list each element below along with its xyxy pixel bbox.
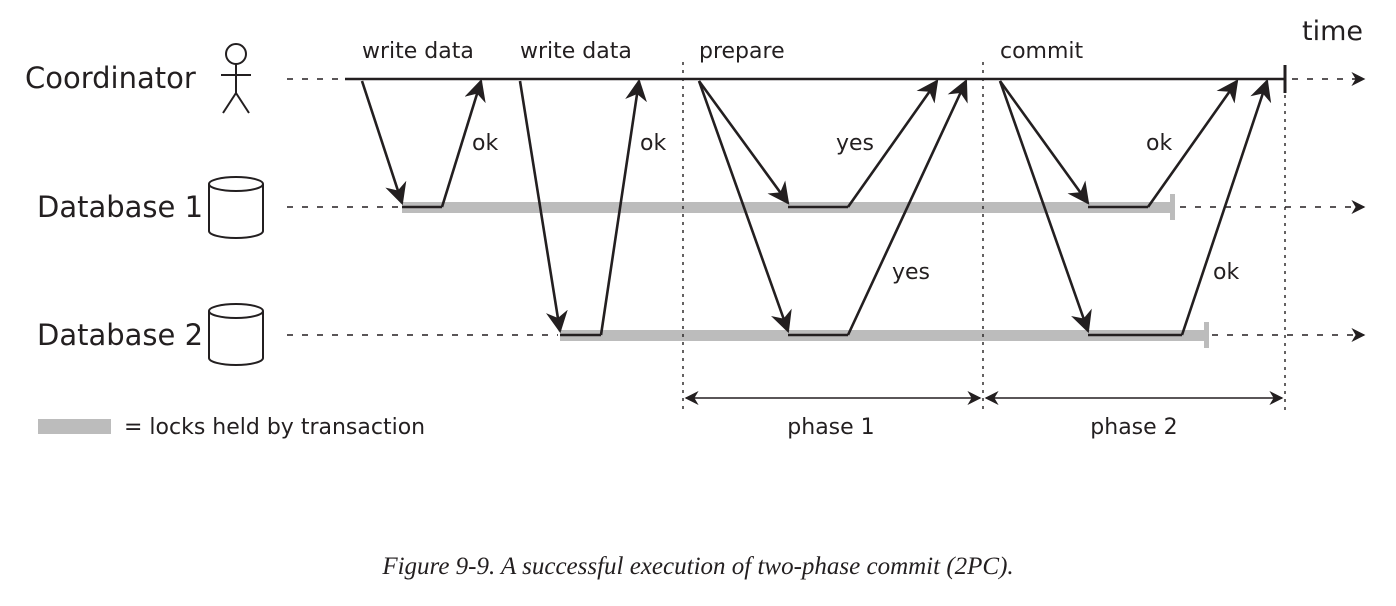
database2-label: Database 2 bbox=[37, 318, 203, 352]
phase2-label: phase 2 bbox=[1090, 415, 1177, 440]
write2-ok-label: ok bbox=[640, 131, 666, 156]
prepare-db1-yes-arrow bbox=[846, 79, 939, 208]
coordinator-label: Coordinator bbox=[25, 61, 196, 95]
database2-icon bbox=[208, 303, 264, 366]
time-axis-label: time bbox=[1302, 16, 1363, 47]
commit-db1-ok-arrow bbox=[1146, 79, 1239, 208]
person-icon bbox=[221, 43, 251, 114]
write2-ok-arrow bbox=[599, 78, 647, 336]
db1-lock-end bbox=[1170, 194, 1175, 220]
commit-db2-arrow bbox=[998, 80, 1092, 334]
commit-db2-ok-arrow bbox=[1180, 78, 1272, 336]
legend-lock-swatch bbox=[38, 419, 111, 434]
db2-lock-bar bbox=[560, 330, 1208, 341]
write1-request-arrow bbox=[360, 80, 407, 206]
prepare-db2-yes-label: yes bbox=[892, 260, 930, 285]
legend-text: = locks held by transaction bbox=[124, 415, 425, 440]
db2-lock-end bbox=[1204, 322, 1209, 348]
commit-label: commit bbox=[1000, 39, 1084, 64]
commit-db2-ok-label: ok bbox=[1213, 260, 1239, 285]
commit-db1-arrow bbox=[998, 80, 1090, 205]
prepare-db1-arrow bbox=[697, 80, 790, 205]
write-data-2-label: write data bbox=[520, 39, 632, 64]
prepare-db1-yes-label: yes bbox=[836, 131, 874, 156]
phase1-label: phase 1 bbox=[787, 415, 874, 440]
write1-ok-label: ok bbox=[472, 131, 498, 156]
write-data-1-label: write data bbox=[362, 39, 474, 64]
database1-icon bbox=[208, 176, 264, 239]
prepare-db2-arrow bbox=[697, 80, 792, 334]
write1-ok-arrow bbox=[440, 78, 486, 208]
write2-request-arrow bbox=[518, 80, 568, 334]
prepare-db2-yes-arrow bbox=[846, 79, 968, 336]
prepare-label: prepare bbox=[699, 39, 785, 64]
database1-label: Database 1 bbox=[37, 190, 203, 224]
commit-db1-ok-label: ok bbox=[1146, 131, 1172, 156]
figure-caption: Figure 9-9. A successful execution of tw… bbox=[382, 553, 1014, 580]
